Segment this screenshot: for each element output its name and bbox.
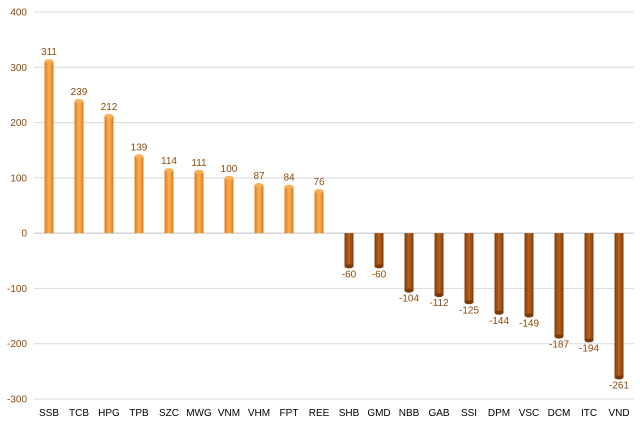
bar-cap [224,175,234,180]
category-label: TPB [129,408,149,419]
bar-vsc [524,233,534,316]
bar-nbb [404,233,414,291]
gridlines [34,11,634,400]
y-tick-label: 100 [10,173,27,184]
bar-vnm [224,177,234,234]
bars [44,59,624,380]
bar-shb [344,233,354,267]
bar-cap [494,310,504,315]
data-label: 84 [283,173,295,184]
category-label: HPG [98,408,120,419]
bar-cap [434,293,444,298]
category-label: VSC [519,408,540,419]
bar-cap [614,375,624,380]
bar-cap [524,313,534,318]
y-tick-label: -300 [7,395,27,406]
data-label: 76 [313,177,325,188]
bar-tcb [74,101,84,234]
bar-cap [374,264,384,269]
bar-cap [314,189,324,194]
data-label: 111 [191,158,207,169]
category-label: SSB [39,408,59,419]
bar-cap [554,334,564,339]
bar-cap [44,59,54,64]
bar-cap [164,168,174,173]
data-label: -60 [342,269,357,280]
data-label: 239 [71,87,88,98]
bar-cap [134,154,144,159]
data-label: -125 [459,305,479,316]
y-tick-label: 400 [10,8,27,19]
bar-dcm [554,233,564,337]
category-label: VHM [248,408,270,419]
category-label: ITC [581,408,597,419]
bar-cap [104,113,114,118]
bar-hpg [104,115,114,234]
bar-ssb [44,61,54,234]
data-label: -104 [399,294,419,305]
bar-mwg [194,171,204,234]
data-label: -261 [609,380,629,391]
data-label: 87 [253,171,265,182]
data-label: -149 [519,319,539,330]
bar-itc [584,233,594,341]
category-label: GMD [367,408,390,419]
data-label: -112 [429,298,449,309]
bar-szc [164,170,174,234]
data-label: 114 [161,156,177,167]
bar-cap [464,300,474,305]
data-labels: 311 239 212 139 114 111 100 87 84 76 -60 -60 -104 -11… [41,47,629,391]
bar-ree [314,191,324,234]
category-label: GAB [428,408,449,419]
category-label: NBB [399,408,420,419]
category-label: FPT [280,408,299,419]
category-label: VND [608,408,629,419]
y-tick-label: -100 [7,284,27,295]
bar-cap [404,288,414,293]
bar-ssi [464,233,474,303]
data-label: -144 [489,316,509,327]
data-label: 139 [131,142,148,153]
data-label: 311 [41,47,57,58]
category-label: SSI [461,408,477,419]
y-tick-label: 300 [10,63,27,74]
data-label: 100 [221,164,238,175]
category-label: TCB [69,408,89,419]
category-label: MWG [186,408,212,419]
data-label: -194 [579,343,599,354]
bar-dpm [494,233,504,313]
category-label: DCM [548,408,571,419]
bar-tpb [134,156,144,234]
y-tick-label: -200 [7,339,27,350]
y-tick-label: 0 [21,229,27,240]
bar-cap [194,169,204,174]
data-label: -60 [372,269,387,280]
category-label: REE [309,408,330,419]
category-label: SZC [159,408,179,419]
bar-cap [584,338,594,343]
data-label: 212 [101,102,118,113]
category-label: DPM [488,408,510,419]
y-axis: -300 -200 -100 0 100 200 300 400 [7,8,27,406]
bar-vnd [614,233,624,378]
data-label: -187 [549,340,569,351]
y-tick-label: 200 [10,118,27,129]
bar-gab [434,233,444,296]
bar-cap [254,183,264,188]
x-axis: SSB TCB HPG TPB SZC MWG VNM VHM FPT REE SHB GMD NBB G… [39,408,630,419]
bar-fpt [284,186,294,234]
bar-vhm [254,185,264,234]
category-label: VNM [218,408,240,419]
bar-cap [74,99,84,104]
category-label: SHB [339,408,360,419]
bar-gmd [374,233,384,267]
bar-cap [284,184,294,189]
bar-cap [344,264,354,269]
